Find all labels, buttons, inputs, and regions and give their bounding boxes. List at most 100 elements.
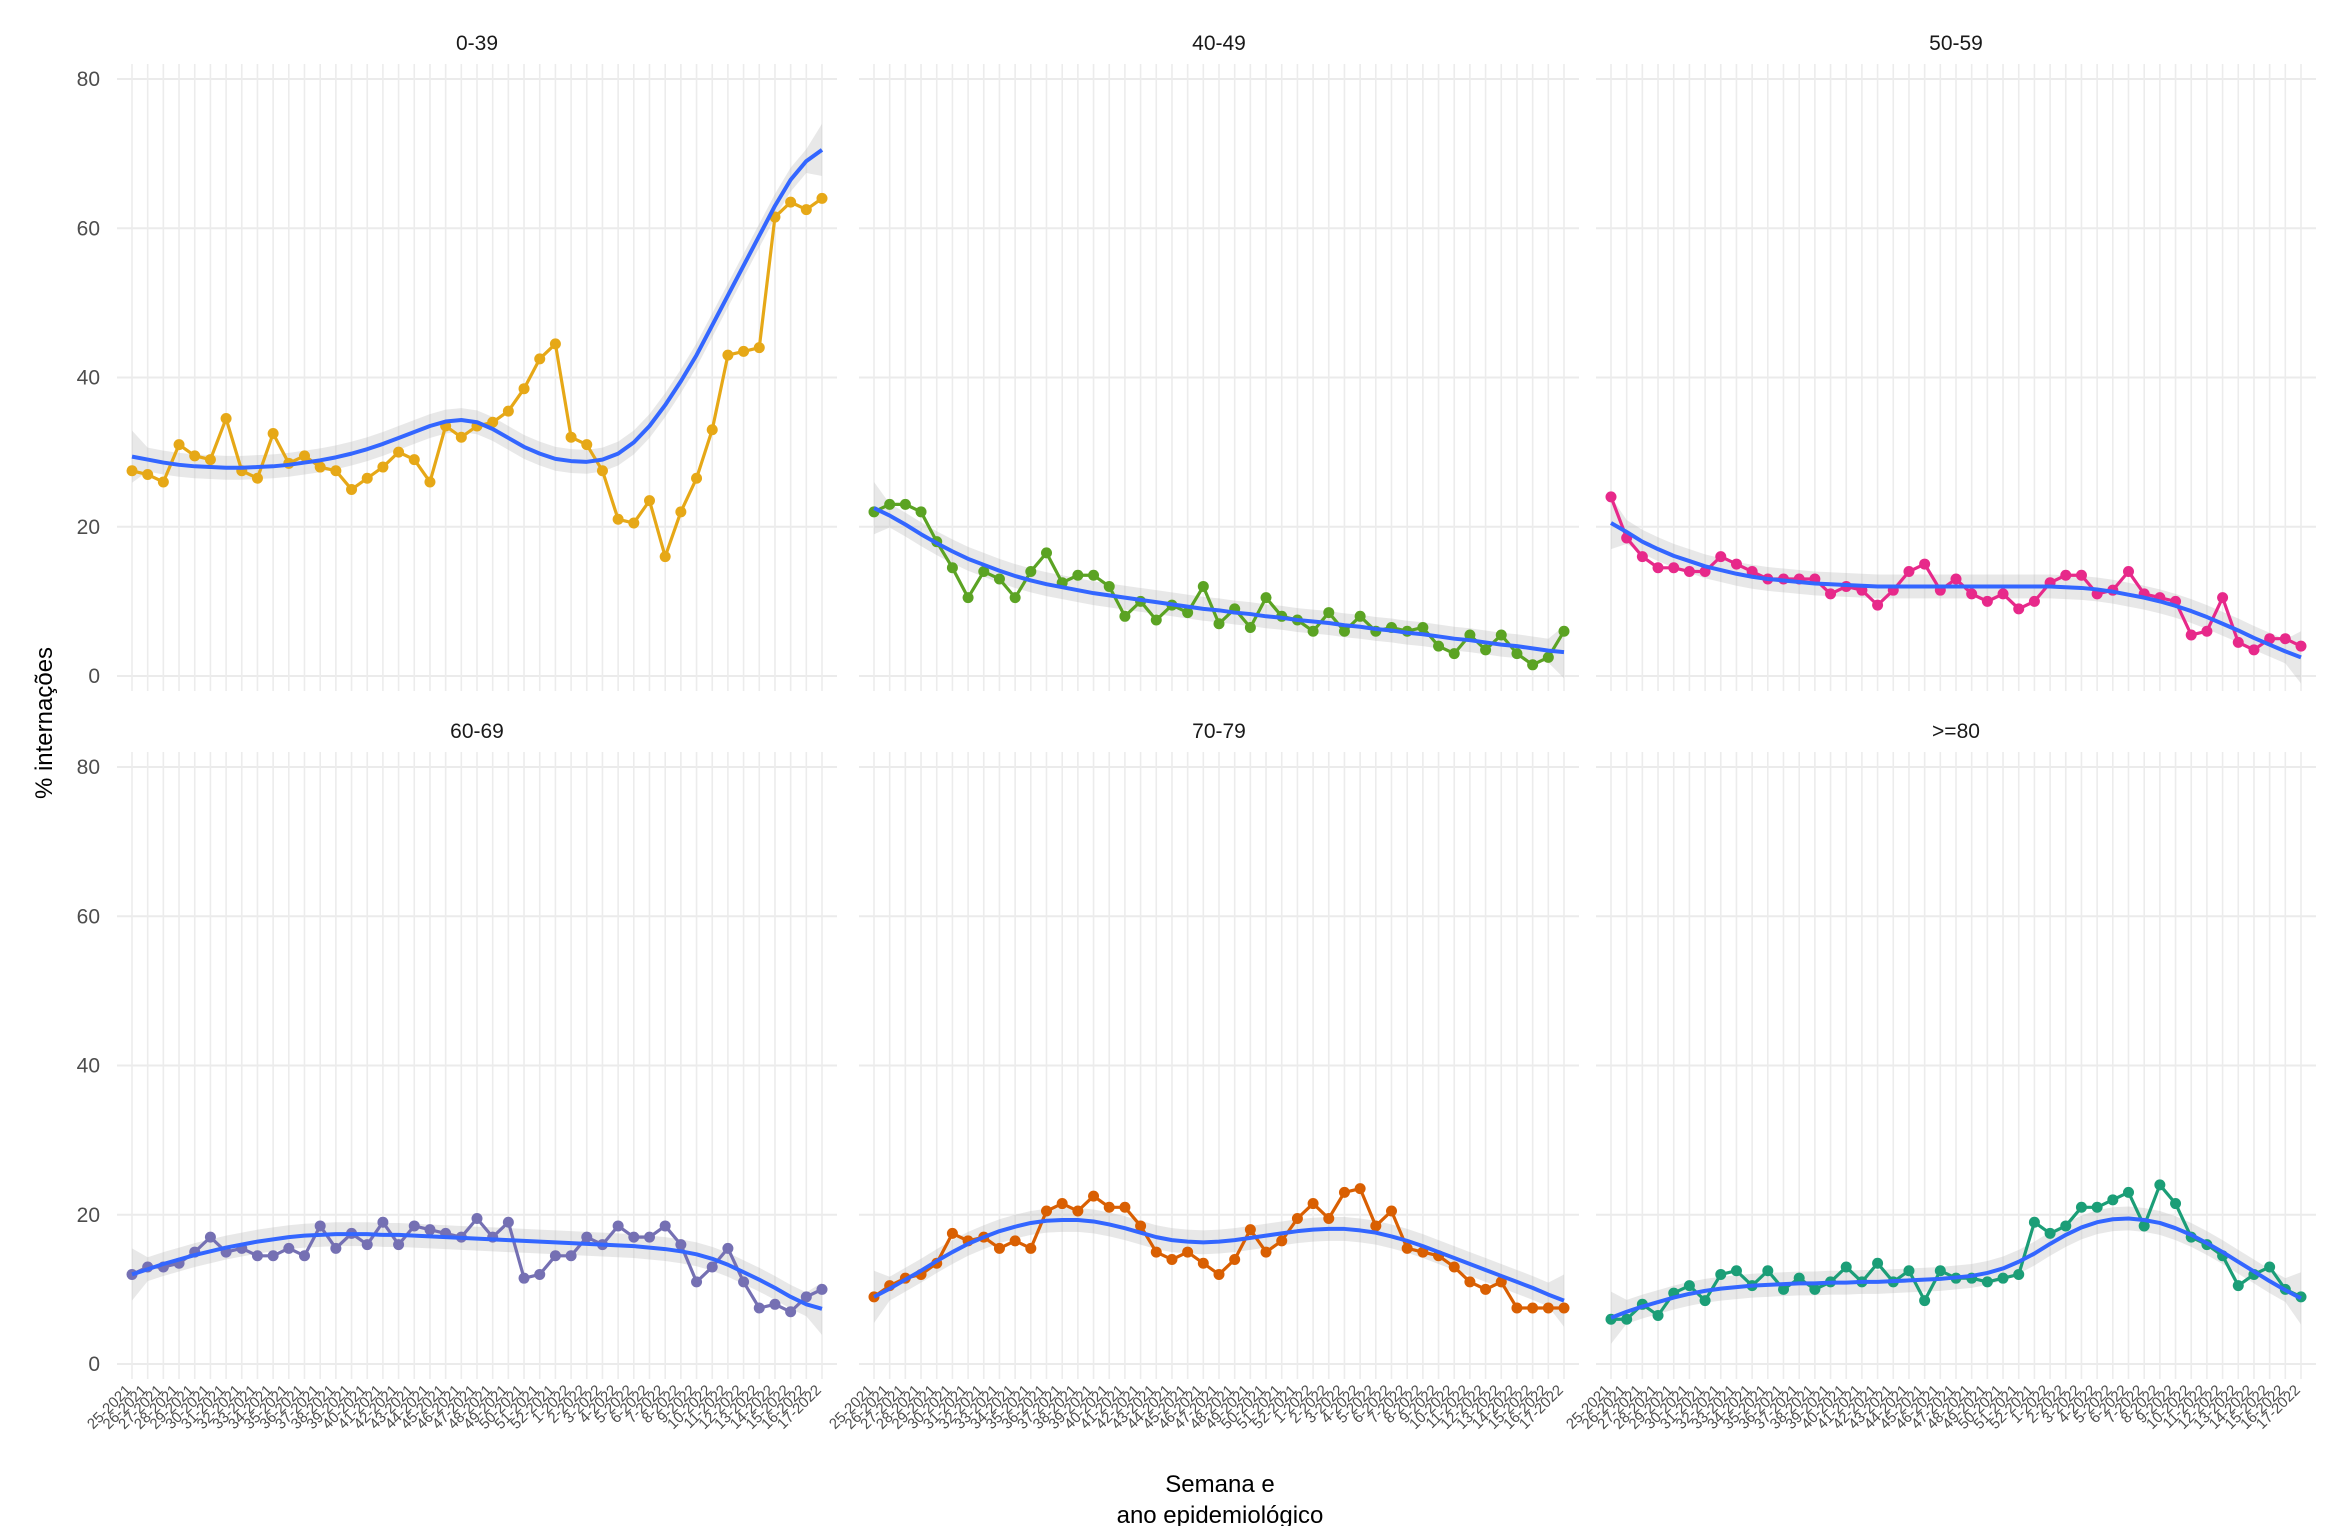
data-point — [2013, 1269, 2024, 1280]
data-point — [205, 1232, 216, 1243]
data-point — [884, 499, 895, 510]
y-tick-label: 60 — [77, 905, 100, 928]
data-point — [1261, 1247, 1272, 1258]
data-point — [1104, 581, 1115, 592]
data-point — [817, 193, 828, 204]
x-axis-title-line2: ano epidemiológico — [1117, 1502, 1324, 1526]
data-point — [1511, 648, 1522, 659]
y-tick-label: 20 — [77, 1204, 100, 1227]
data-point — [362, 473, 373, 484]
data-point — [566, 1250, 577, 1261]
panel-4: 60-6902040608025-202126-202127-202128-20… — [77, 720, 837, 1433]
data-point — [916, 506, 927, 517]
data-point — [1464, 1276, 1475, 1287]
data-point — [1088, 1191, 1099, 1202]
data-point — [1041, 547, 1052, 558]
data-point — [644, 1232, 655, 1243]
facet-title: 40-49 — [1192, 32, 1246, 55]
data-point — [1982, 596, 1993, 607]
data-point — [283, 1243, 294, 1254]
data-point — [2280, 633, 2291, 644]
data-point — [707, 424, 718, 435]
data-point — [268, 1250, 279, 1261]
data-point — [1527, 1303, 1538, 1314]
data-point — [1010, 592, 1021, 603]
data-point — [174, 439, 185, 450]
data-point — [1653, 1310, 1664, 1321]
data-point — [1198, 581, 1209, 592]
data-point — [691, 473, 702, 484]
data-point — [1355, 1183, 1366, 1194]
y-tick-label: 20 — [77, 516, 100, 539]
data-point — [1323, 607, 1334, 618]
data-point — [330, 1243, 341, 1254]
data-point — [1229, 1254, 1240, 1265]
data-point — [252, 473, 263, 484]
data-point — [1166, 1254, 1177, 1265]
data-point — [1684, 1280, 1695, 1291]
data-point — [900, 499, 911, 510]
data-point — [628, 1232, 639, 1243]
data-point — [1182, 1247, 1193, 1258]
data-point — [2029, 1217, 2040, 1228]
data-point — [519, 1273, 530, 1284]
data-point — [581, 1232, 592, 1243]
data-point — [205, 454, 216, 465]
data-point — [1119, 1202, 1130, 1213]
data-point — [785, 197, 796, 208]
data-point — [2264, 1261, 2275, 1272]
data-point — [1449, 1261, 1460, 1272]
y-axis-title: % internações — [31, 647, 58, 799]
data-point — [189, 450, 200, 461]
data-point — [1559, 1303, 1570, 1314]
data-point — [142, 469, 153, 480]
data-point — [268, 428, 279, 439]
data-point — [1323, 1213, 1334, 1224]
panel-1: 0-39 0 20 40 60 80 — [77, 32, 837, 691]
data-point — [1872, 1258, 1883, 1269]
data-point — [503, 1217, 514, 1228]
y-tick-label: 80 — [77, 68, 100, 91]
data-point — [330, 465, 341, 476]
panel-5: 70-7925-202126-202127-202128-202129-2021… — [826, 720, 1579, 1433]
facet-title: >=80 — [1932, 720, 1980, 743]
data-point — [221, 413, 232, 424]
data-point — [675, 1239, 686, 1250]
data-point — [1402, 1243, 1413, 1254]
panel-6: >=8025-202126-202127-202128-202129-20213… — [1563, 720, 2316, 1433]
y-tick-label: 60 — [77, 217, 100, 240]
data-point — [1496, 629, 1507, 640]
data-point — [1370, 1220, 1381, 1231]
data-point — [472, 1213, 483, 1224]
data-point — [1668, 562, 1679, 573]
data-point — [1903, 1265, 1914, 1276]
data-point — [1998, 588, 2009, 599]
data-point — [1511, 1303, 1522, 1314]
data-point — [1715, 1269, 1726, 1280]
data-point — [1762, 1265, 1773, 1276]
data-point — [754, 342, 765, 353]
data-point — [1543, 1303, 1554, 1314]
data-point — [1386, 1206, 1397, 1217]
data-point — [519, 383, 530, 394]
data-point — [409, 1220, 420, 1231]
data-point — [1559, 626, 1570, 637]
data-point — [2092, 1202, 2103, 1213]
y-tick-label: 40 — [77, 1055, 100, 1078]
data-point — [1245, 622, 1256, 633]
data-point — [707, 1261, 718, 1272]
data-point — [628, 518, 639, 529]
data-point — [644, 495, 655, 506]
data-point — [801, 204, 812, 215]
data-point — [503, 406, 514, 417]
facet-title: 60-69 — [450, 720, 504, 743]
data-point — [1308, 1198, 1319, 1209]
data-point — [2233, 1280, 2244, 1291]
data-point — [2186, 629, 2197, 640]
data-point — [2076, 570, 2087, 581]
data-point — [362, 1239, 373, 1250]
data-point — [1480, 1284, 1491, 1295]
data-point — [346, 484, 357, 495]
data-point — [785, 1306, 796, 1317]
